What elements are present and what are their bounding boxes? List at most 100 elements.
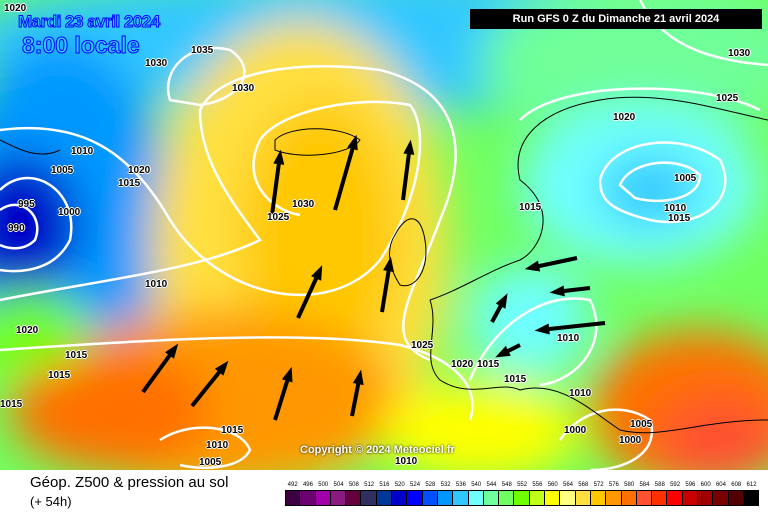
isobar-label: 1035	[191, 45, 214, 56]
legend-label: 548	[501, 482, 512, 488]
legend-swatch	[728, 490, 744, 506]
legend-label: 504	[333, 482, 344, 488]
legend-label: 568	[578, 482, 589, 488]
isobar-label: 1010	[71, 146, 94, 157]
legend-entry: 600	[698, 480, 714, 506]
wind-arrow	[539, 321, 606, 332]
isobar-label: 1015	[0, 399, 23, 410]
isobar-label: 1015	[477, 359, 500, 370]
legend-entry: 544	[483, 480, 500, 506]
isobar-label: 1020	[4, 3, 27, 14]
isobar-label: 1025	[267, 212, 290, 223]
legend-label: 496	[302, 482, 313, 488]
legend-swatch	[437, 490, 454, 506]
legend-entry: 500	[315, 480, 331, 506]
legend-swatch	[529, 490, 546, 506]
legend-entry: 516	[376, 480, 393, 506]
legend-label: 612	[746, 482, 757, 488]
arrow-head-icon	[352, 369, 364, 386]
legend-swatch	[743, 490, 760, 506]
isobar-label: 1025	[716, 93, 739, 104]
arrow-head-icon	[549, 285, 565, 297]
arrow-head-icon	[495, 293, 508, 309]
legend-swatch	[392, 490, 408, 506]
isobar-label: 1010	[664, 203, 687, 214]
forecast-date: Mardi 23 avril 2024	[18, 12, 161, 32]
legend-swatch	[422, 490, 438, 506]
isobar-label: 1015	[668, 213, 691, 224]
legend-entry: 576	[606, 480, 622, 506]
forecast-lead: (+ 54h)	[30, 494, 72, 509]
legend-label: 608	[731, 482, 742, 488]
wind-arrow	[270, 154, 282, 216]
legend-entry: 508	[346, 480, 362, 506]
legend-entry: 532	[437, 480, 454, 506]
legend-label: 492	[287, 482, 298, 488]
isobar-label: 1020	[128, 165, 151, 176]
legend-label: 520	[394, 482, 405, 488]
legend-entry: 528	[422, 480, 438, 506]
isobar-label: 1030	[292, 199, 315, 210]
legend-entry: 608	[728, 480, 744, 506]
legend-entry: 596	[682, 480, 699, 506]
legend-entry: 504	[330, 480, 347, 506]
legend-entry: 568	[575, 480, 591, 506]
legend-swatch	[376, 490, 393, 506]
legend-swatch	[713, 490, 729, 506]
isobar-label: 990	[8, 223, 25, 234]
legend-entry: 540	[468, 480, 484, 506]
isobar-label: 1005	[199, 457, 222, 468]
isobar-label: 1030	[232, 83, 255, 94]
arrow-head-icon	[311, 265, 323, 281]
legend-swatch	[499, 490, 515, 506]
legend-swatch	[407, 490, 423, 506]
legend-entry: 560	[545, 480, 561, 506]
legend-swatch	[545, 490, 561, 506]
legend-label: 500	[318, 482, 329, 488]
isobar-label: 995	[18, 199, 35, 210]
arrow-head-icon	[214, 360, 229, 376]
isobar-label: 1020	[613, 112, 636, 123]
legend-entry: 572	[590, 480, 607, 506]
isobar-label: 1025	[411, 340, 434, 351]
legend-label: 524	[410, 482, 421, 488]
isobar-label: 1015	[519, 202, 542, 213]
legend-entry: 556	[529, 480, 546, 506]
isobar-label: 1000	[564, 425, 587, 436]
legend-label: 600	[700, 482, 711, 488]
legend-entry: 512	[361, 480, 377, 506]
isobar-label: 1005	[674, 173, 697, 184]
isobar-label: 1020	[16, 325, 39, 336]
legend-label: 556	[532, 482, 543, 488]
legend-swatch	[285, 490, 301, 506]
isobar-label: 1010	[557, 333, 580, 344]
legend-entry: 604	[713, 480, 729, 506]
isobar-label: 1015	[118, 178, 141, 189]
legend-label: 536	[455, 482, 466, 488]
legend-entry: 520	[392, 480, 408, 506]
legend-label: 560	[547, 482, 558, 488]
isobar-label: 1010	[569, 388, 592, 399]
legend-swatch	[682, 490, 699, 506]
legend-swatch	[315, 490, 331, 506]
isobar-label: 1015	[48, 370, 71, 381]
isobars	[0, 0, 768, 470]
legend-label: 604	[715, 482, 726, 488]
isobar-label: 1015	[221, 425, 244, 436]
legend-label: 588	[654, 482, 665, 488]
legend-swatch	[606, 490, 622, 506]
arrow-head-icon	[534, 323, 550, 335]
arrow-head-icon	[495, 345, 511, 358]
isobar-label: 1010	[145, 279, 168, 290]
isobar-label: 1010	[395, 456, 418, 467]
coastlines	[0, 96, 768, 434]
legend-label: 584	[639, 482, 650, 488]
legend-swatch	[667, 490, 683, 506]
legend-label: 596	[685, 482, 696, 488]
isobar-label: 1005	[51, 165, 74, 176]
arrow-head-icon	[403, 139, 415, 155]
legend-entry: 496	[300, 480, 316, 506]
arrow-head-icon	[524, 260, 541, 272]
legend-entry: 612	[743, 480, 760, 506]
legend-swatch	[652, 490, 668, 506]
